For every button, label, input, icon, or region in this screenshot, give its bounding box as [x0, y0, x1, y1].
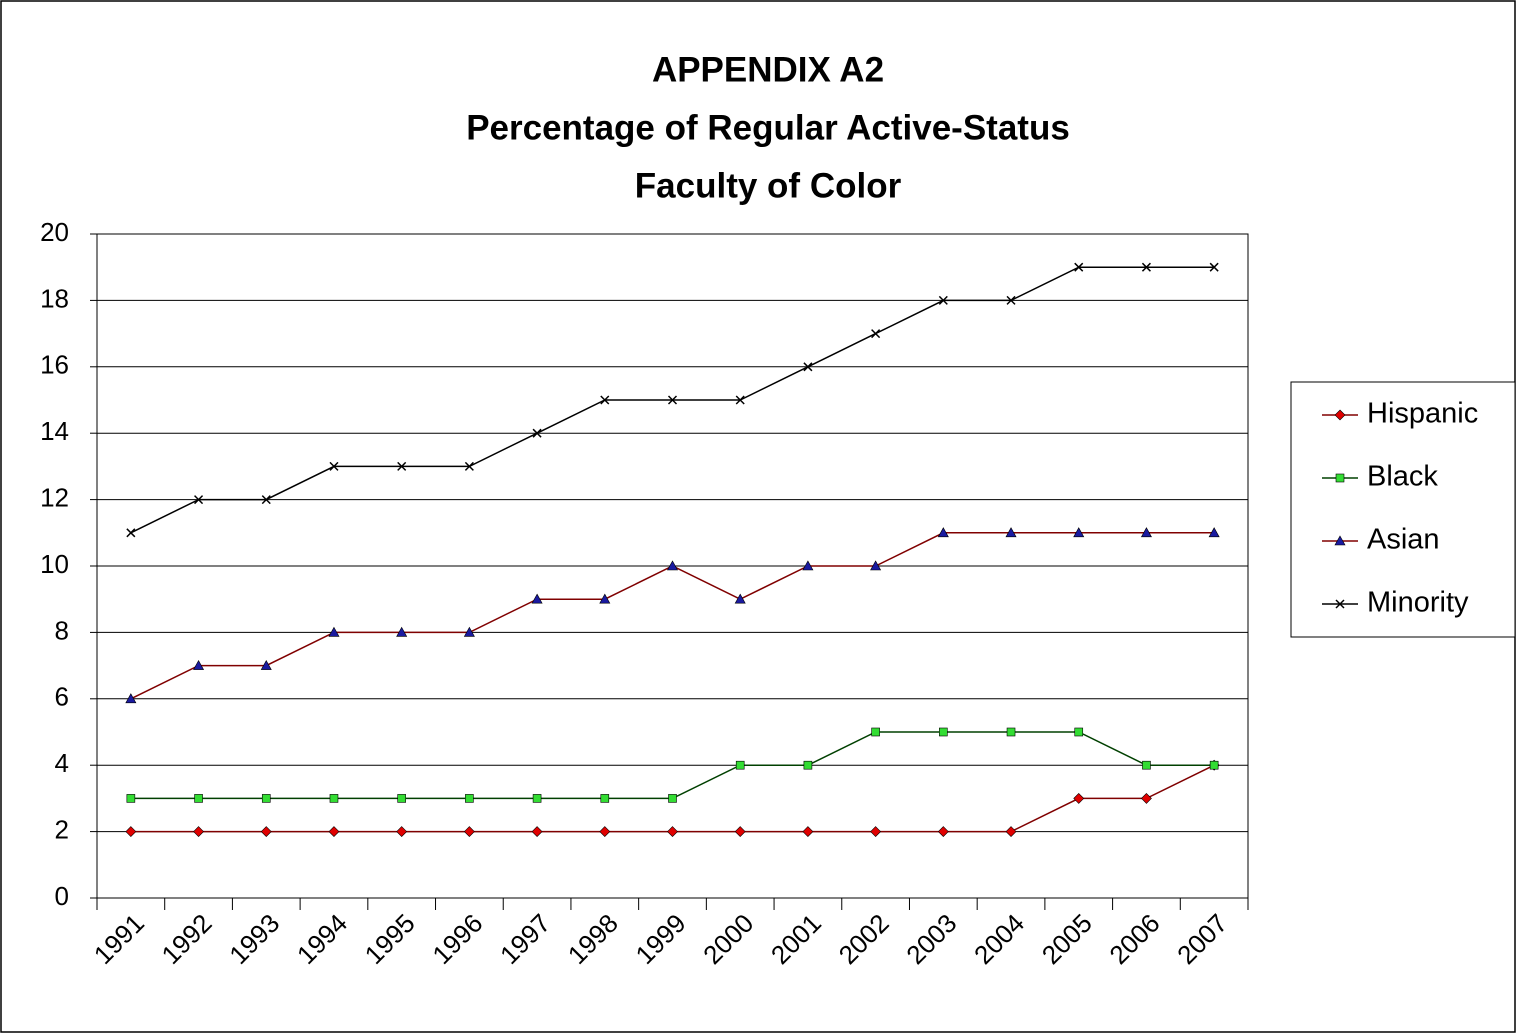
- data-point: [397, 794, 406, 803]
- data-point: [126, 528, 136, 538]
- data-point: [667, 826, 678, 838]
- data-point: [126, 794, 136, 803]
- chart-title: APPENDIX A2: [652, 50, 884, 89]
- data-point: [600, 794, 610, 803]
- data-point: [599, 826, 611, 838]
- y-tick-label: 16: [40, 350, 69, 380]
- chart-title: Percentage of Regular Active-Status: [466, 108, 1070, 147]
- data-point: [803, 760, 813, 770]
- data-point: [1141, 792, 1152, 804]
- data-point: [600, 395, 610, 405]
- data-point: [261, 794, 271, 803]
- data-point: [397, 461, 407, 471]
- data-point: [1141, 262, 1151, 272]
- data-point: [531, 826, 543, 838]
- y-tick-label: 2: [55, 814, 69, 844]
- data-point: [734, 826, 746, 838]
- legend-marker: [1334, 535, 1346, 546]
- data-point: [938, 295, 948, 305]
- data-point: [328, 626, 340, 637]
- data-point: [1209, 262, 1219, 272]
- data-point: [666, 560, 679, 571]
- y-tick-label: 14: [40, 416, 69, 446]
- data-point: [803, 362, 813, 372]
- data-point: [194, 495, 204, 505]
- data-point: [463, 826, 475, 838]
- data-point: [1074, 727, 1084, 737]
- legend-label: Hispanic: [1367, 398, 1478, 430]
- data-point: [1209, 760, 1219, 770]
- data-point: [1005, 826, 1017, 838]
- legend-marker: [1335, 473, 1345, 483]
- data-point: [735, 760, 745, 770]
- data-point: [465, 794, 474, 803]
- data-point: [735, 395, 745, 405]
- chart-title: Faculty of Color: [635, 166, 902, 205]
- y-tick-label: 8: [55, 615, 69, 645]
- data-point: [802, 826, 814, 838]
- legend-box: [1290, 381, 1516, 638]
- legend-marker: [1334, 409, 1346, 421]
- legend-label: Asian: [1367, 524, 1440, 556]
- data-point: [1005, 527, 1017, 538]
- data-point: [125, 693, 137, 704]
- y-tick-label: 12: [40, 482, 69, 512]
- data-point: [871, 329, 881, 339]
- data-point: [261, 495, 271, 505]
- data-point: [396, 826, 408, 838]
- data-point: [532, 794, 542, 803]
- data-point: [1073, 527, 1085, 538]
- data-point: [937, 527, 949, 538]
- data-point: [531, 593, 543, 604]
- data-point: [125, 826, 137, 838]
- data-point: [532, 428, 542, 438]
- y-tick-label: 0: [55, 881, 69, 911]
- data-point: [464, 461, 474, 471]
- data-point: [329, 794, 339, 803]
- data-point: [329, 461, 339, 471]
- legend-marker: [1335, 599, 1345, 609]
- y-tick-label: 6: [55, 682, 69, 712]
- data-point: [668, 794, 677, 803]
- data-point: [1208, 527, 1220, 538]
- data-point: [802, 560, 814, 571]
- data-point: [1006, 295, 1016, 305]
- data-point: [937, 826, 949, 838]
- y-tick-label: 10: [40, 549, 69, 579]
- data-point: [1073, 792, 1085, 804]
- data-point: [939, 727, 948, 737]
- y-tick-label: 18: [40, 283, 69, 313]
- data-point: [194, 794, 203, 803]
- data-point: [1074, 262, 1084, 272]
- data-point: [599, 593, 611, 604]
- y-tick-label: 4: [55, 748, 69, 778]
- data-point: [396, 626, 408, 637]
- data-point: [193, 659, 205, 670]
- data-point: [193, 826, 204, 838]
- data-point: [734, 593, 746, 604]
- data-point: [870, 560, 882, 571]
- data-point: [870, 826, 882, 838]
- data-point: [1006, 727, 1016, 737]
- data-point: [328, 826, 340, 838]
- data-point: [260, 659, 272, 670]
- legend-label: Black: [1367, 461, 1438, 493]
- data-point: [1140, 527, 1152, 538]
- data-point: [667, 395, 678, 405]
- data-point: [871, 727, 880, 737]
- data-point: [260, 826, 272, 838]
- data-point: [1142, 760, 1151, 770]
- data-point: [463, 626, 475, 637]
- y-tick-label: 20: [40, 217, 69, 247]
- legend-label: Minority: [1367, 587, 1469, 619]
